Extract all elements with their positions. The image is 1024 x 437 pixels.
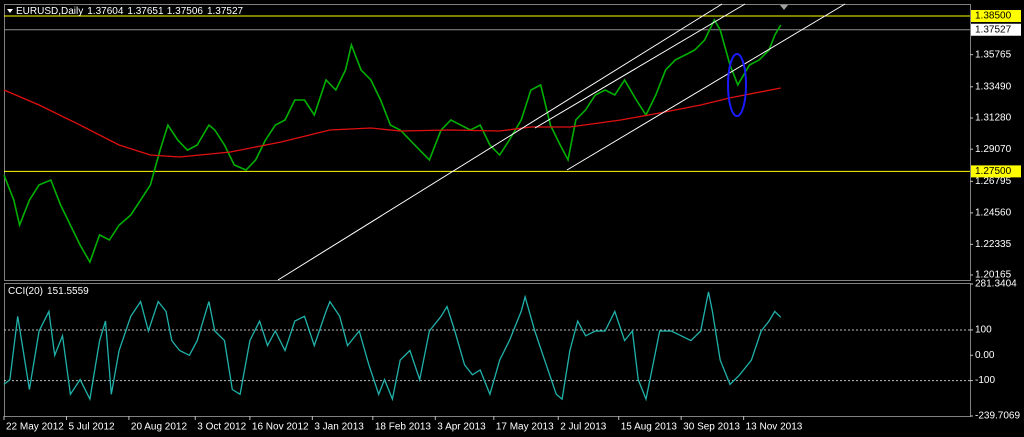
quote-value: 1.37527 [207, 6, 244, 17]
x-tick-label: 18 Feb 2013 [375, 422, 432, 433]
x-tick-label: 5 Jul 2012 [68, 422, 115, 433]
panel-title: CCI(20) [8, 286, 43, 297]
y-tick-label: 1.31280 [975, 113, 1012, 124]
x-tick-label: 20 Aug 2012 [131, 422, 188, 433]
y-tick-label: 0.00 [975, 350, 995, 361]
quote-value: 1.37506 [167, 6, 204, 17]
y-tick-label: 281.3404 [975, 279, 1017, 290]
series-line [3, 291, 782, 402]
price-label-box [971, 23, 1021, 36]
bid-price-label: 1.37527 [975, 24, 1012, 35]
panel-header: CCI(20) 151.5559 [8, 286, 89, 297]
panel-header: EURUSD,Daily 1.37604 1.37651 1.37506 1.37527 [16, 6, 244, 17]
menu-arrow[interactable] [7, 9, 13, 13]
trend-line [277, 3, 723, 281]
series-line [3, 87, 781, 158]
indicator-value: 151.5559 [47, 286, 89, 297]
y-tick-label: -239.7069 [975, 411, 1020, 422]
indicator-panel [4, 283, 971, 417]
x-tick-label: 3 Jan 2013 [314, 422, 364, 433]
y-tick-label: 1.33490 [975, 81, 1012, 92]
channel-lower [566, 3, 846, 171]
y-tick-label: 1.22335 [975, 239, 1012, 250]
x-tick-label: 3 Oct 2012 [197, 422, 246, 433]
x-tick-label: 17 May 2013 [496, 422, 554, 433]
hline-label-box [971, 10, 1021, 23]
x-tick-label: 22 May 2012 [6, 422, 64, 433]
y-tick-label: 1.24560 [975, 208, 1012, 219]
x-tick-label: 30 Sep 2013 [683, 422, 740, 433]
hline-label-box [971, 165, 1021, 178]
price-panel [4, 4, 971, 281]
shift-marker [780, 5, 788, 10]
y-tick-label: 1.20165 [975, 270, 1012, 281]
y-tick-label: 100 [975, 325, 992, 336]
x-tick-label: 13 Nov 2013 [746, 422, 803, 433]
hline-label: 1.27500 [975, 166, 1012, 177]
x-tick-label: 3 Apr 2013 [437, 422, 486, 433]
y-tick-label: 1.35765 [975, 49, 1012, 60]
panel-title: EURUSD,Daily [16, 6, 83, 17]
x-tick-label: 2 Jul 2013 [560, 422, 607, 433]
y-tick-label: 1.26795 [975, 176, 1012, 187]
x-tick-label: 16 Nov 2012 [252, 422, 309, 433]
y-tick-label: 1.29070 [975, 144, 1012, 155]
quote-value: 1.37651 [127, 6, 164, 17]
highlight-ellipse [727, 53, 747, 117]
drawings [277, 3, 846, 281]
y-tick-label: -100 [975, 375, 995, 386]
x-tick-label: 15 Aug 2013 [621, 422, 678, 433]
series-line [3, 18, 782, 265]
hline-label: 1.38500 [975, 11, 1012, 22]
quote-value: 1.37604 [87, 6, 124, 17]
channel-upper [534, 3, 746, 129]
